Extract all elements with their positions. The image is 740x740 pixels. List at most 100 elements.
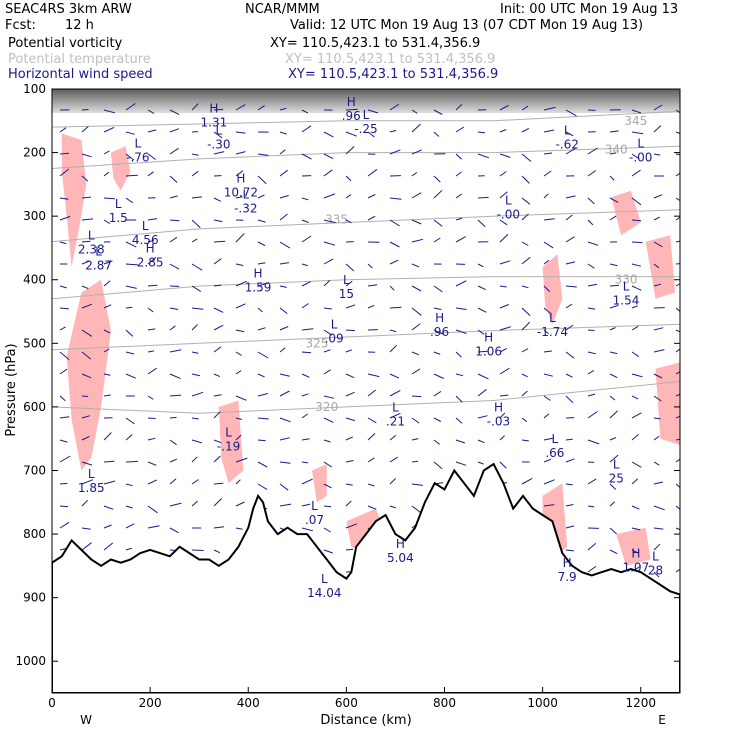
wind-vector [103, 524, 112, 529]
wind-vector [389, 259, 399, 265]
wind-vector [587, 505, 595, 508]
extremum-value: -.32 [234, 201, 257, 215]
wind-vector [235, 434, 242, 441]
wind-vector [169, 195, 178, 199]
wind-vector [477, 373, 489, 380]
wind-vector [323, 258, 334, 265]
wind-vector [609, 175, 615, 181]
wind-vector [521, 241, 529, 246]
wind-vector [279, 461, 291, 464]
wind-vector [59, 395, 66, 402]
isentrope-line [52, 209, 680, 243]
wind-vector [521, 256, 531, 265]
wind-vector [543, 458, 552, 463]
wind-vector [59, 285, 67, 289]
wind-vector [499, 347, 508, 353]
wind-vector [345, 175, 352, 182]
wind-vector [389, 103, 400, 111]
wind-vector [521, 321, 531, 331]
wind-vector [169, 325, 176, 331]
wind-vector [323, 307, 333, 310]
wind-vector [411, 285, 422, 292]
wind-vector [543, 307, 551, 314]
wind-vector [367, 304, 375, 309]
wind-vector [389, 329, 397, 333]
wind-vector [257, 219, 266, 223]
wind-vector [301, 373, 310, 378]
wind-vector [345, 131, 357, 137]
x-tick-label: 400 [237, 696, 260, 710]
extremum-type: L [311, 499, 318, 513]
wind-vector [631, 285, 642, 291]
wind-vector [499, 191, 508, 199]
center-name: NCAR/MMM [245, 2, 320, 17]
pv-shading-region [110, 146, 131, 191]
x-axis-title: Distance (km) [320, 713, 411, 728]
wind-vector [125, 505, 133, 509]
extremum-value: 14.04 [307, 586, 341, 600]
wind-vector [147, 417, 156, 419]
wind-vector [499, 234, 509, 243]
wind-vector [543, 259, 550, 265]
wind-vector [411, 351, 419, 356]
wind-vector [59, 241, 67, 245]
extremum-type: H [254, 267, 263, 281]
extremum-value: -.76 [126, 150, 149, 164]
extremum-value: 28 [648, 564, 663, 578]
extremum-value: .66 [545, 446, 564, 460]
wind-vector [301, 478, 313, 485]
model-name: SEAC4RS 3km ARW [5, 2, 132, 17]
wind-vector [653, 505, 665, 511]
wind-vector [125, 131, 135, 135]
wind-vector [279, 437, 290, 441]
extremum-type: H [631, 546, 640, 560]
extremum-type: H [484, 330, 493, 344]
wind-vector [301, 235, 312, 243]
wind-vector [103, 109, 116, 114]
wind-vector [521, 373, 528, 378]
extremum-value: 1.5 [109, 211, 128, 225]
extremum-value: -1.74 [537, 325, 568, 339]
fcst-label: Fcst: [5, 18, 36, 33]
y-tick-label: 600 [23, 400, 46, 414]
wind-vector [367, 131, 375, 138]
wind-vector [125, 241, 137, 248]
wind-vector [169, 373, 181, 380]
wind-vector [499, 394, 509, 397]
wind-vector [59, 168, 70, 177]
wind-vector [455, 307, 467, 310]
wind-vector [169, 128, 180, 133]
wind-vector [389, 477, 397, 485]
wind-vector [499, 219, 508, 226]
wind-vector [301, 197, 309, 201]
wind-vector [565, 109, 577, 117]
wind-vector [345, 304, 356, 309]
wind-vector [213, 151, 225, 155]
wind-vector [521, 417, 528, 423]
wind-vector [59, 307, 69, 310]
wind-vector [653, 395, 662, 402]
wind-vector [587, 147, 598, 155]
wind-vector [213, 108, 224, 111]
wind-vector [235, 233, 245, 243]
wind-vector [367, 389, 377, 397]
extremum-type: L [88, 467, 95, 481]
wind-vector [675, 263, 680, 265]
wind-vector [675, 240, 680, 243]
wind-vector [213, 258, 222, 265]
wind-vector [125, 460, 138, 463]
wind-vector [631, 527, 641, 531]
wind-vector [345, 417, 356, 422]
wind-vector [213, 240, 226, 243]
wind-vector [323, 349, 331, 353]
extremum-type: H [563, 556, 572, 570]
wind-vector [675, 527, 680, 531]
wind-vector [235, 417, 243, 420]
wind-vector [257, 194, 265, 199]
wind-vector [433, 109, 443, 115]
wind-vector [103, 480, 116, 485]
wind-vector [389, 130, 397, 133]
wind-vector [147, 328, 156, 331]
wind-vector [301, 503, 311, 507]
extremum-value: 2.87 [85, 258, 112, 272]
